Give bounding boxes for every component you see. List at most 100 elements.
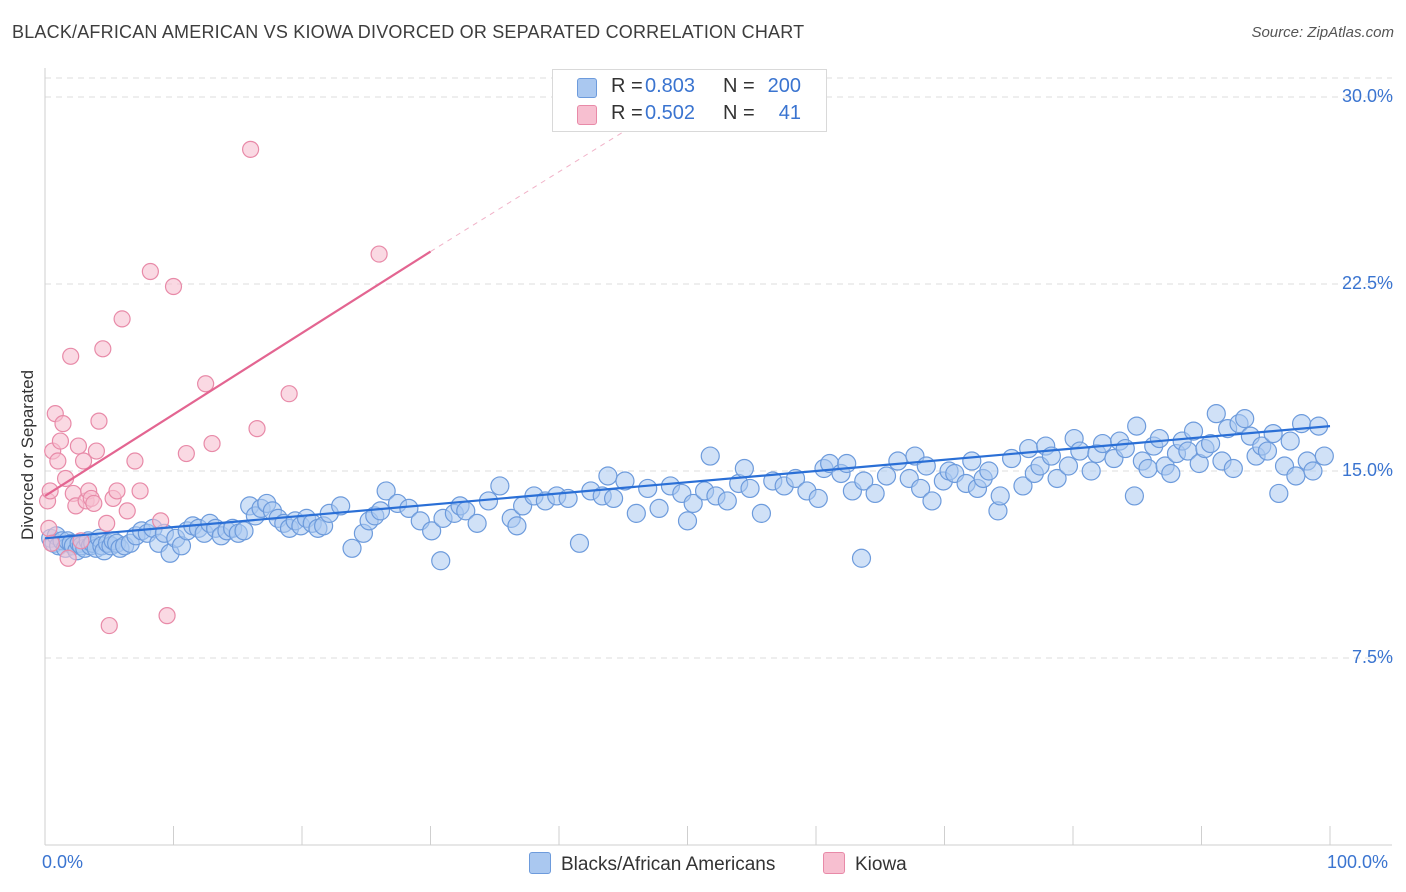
blue-point — [700, 446, 720, 466]
n-value: 200 — [767, 75, 801, 97]
blue-point — [888, 451, 908, 471]
y-tick-label: 30.0% — [1341, 86, 1393, 106]
pink-point — [118, 502, 136, 520]
pink-point — [90, 412, 108, 430]
correlation-legend: R = 0.803 N = 200 R = 0.502 N = 41 — [552, 69, 827, 132]
pink-point — [69, 437, 88, 455]
blue-point — [851, 548, 872, 568]
pink-point — [72, 532, 90, 550]
blue-point — [649, 498, 669, 518]
blue-point — [1183, 421, 1204, 441]
blue-point — [1019, 438, 1039, 459]
pink-trend-line — [44, 250, 432, 497]
kiowa-points — [38, 140, 388, 635]
pink-point — [126, 452, 144, 470]
blue-point — [1124, 486, 1145, 506]
blue-point — [876, 466, 897, 486]
r-label: R = — [611, 102, 643, 124]
blue-point — [717, 491, 737, 511]
pink-trend-extension — [430, 131, 624, 253]
blue-swatch — [529, 852, 551, 874]
blue-point — [370, 501, 391, 521]
blue-point — [751, 503, 772, 523]
axes — [44, 68, 1392, 846]
pink-swatch — [823, 852, 845, 874]
pink-point — [113, 310, 131, 328]
blue-point — [865, 483, 885, 504]
n-label: N = — [723, 75, 755, 97]
pink-point — [42, 534, 61, 552]
r-value: 0.502 — [645, 102, 696, 124]
pink-swatch — [577, 105, 597, 125]
pink-point — [158, 607, 176, 625]
x-tick-label-min: 0.0% — [42, 852, 84, 872]
blue-point — [1286, 466, 1306, 486]
pink-point — [141, 262, 159, 281]
blue-point — [1206, 404, 1226, 424]
pink-point — [40, 519, 58, 537]
y-axis-title: Divorced or Separated — [18, 369, 37, 541]
blue-point — [1149, 428, 1170, 449]
blue-point — [1257, 441, 1278, 461]
pink-point — [49, 452, 67, 470]
blue-point — [1235, 409, 1255, 429]
pink-point — [177, 444, 195, 463]
blue-point — [331, 496, 351, 516]
blue-point — [1092, 433, 1113, 454]
pink-point — [98, 514, 116, 532]
pink-point — [59, 549, 77, 567]
y-tick-label: 15.0% — [1341, 460, 1393, 480]
pink-point — [100, 616, 118, 635]
blue-point — [854, 471, 874, 491]
pink-point — [62, 347, 80, 365]
blue-point — [376, 481, 396, 501]
pink-point — [51, 432, 70, 450]
blue-point — [1047, 468, 1067, 489]
blue-point — [1269, 483, 1289, 504]
pink-point — [41, 482, 59, 500]
blue-point — [626, 503, 646, 523]
blue-point — [1001, 448, 1022, 469]
pink-point — [242, 140, 260, 158]
r-label: R = — [611, 75, 643, 97]
blue-point — [1200, 433, 1221, 454]
series-legend-pink: Kiowa — [823, 852, 907, 876]
blue-point — [1263, 424, 1283, 444]
blue-trend-line — [44, 425, 1331, 540]
blue-point — [740, 478, 760, 499]
blue-point — [962, 451, 982, 471]
pink-point — [131, 482, 149, 500]
pink-point — [152, 512, 170, 530]
blue-point — [234, 521, 254, 541]
pink-point — [203, 434, 221, 453]
y-tick-label: 7.5% — [1351, 647, 1393, 667]
blue-swatch — [577, 78, 597, 98]
blue-point — [1138, 458, 1158, 479]
chart-source: Source: ZipAtlas.com — [1251, 24, 1394, 41]
blue-point — [1280, 431, 1300, 451]
blue-point — [1223, 458, 1243, 479]
blue-point — [1115, 438, 1135, 459]
blue-point — [1314, 446, 1334, 466]
blue-point — [615, 471, 635, 491]
blue-point — [467, 513, 487, 533]
pink-point — [94, 340, 112, 358]
blue-point — [916, 456, 936, 476]
blue-point — [1013, 476, 1033, 496]
blacks-african-americans-points — [41, 404, 1334, 571]
blue-point — [638, 478, 658, 499]
pink-point — [74, 452, 93, 470]
blue-point — [1303, 461, 1323, 481]
pink-point — [164, 277, 183, 296]
r-value: 0.803 — [645, 75, 696, 97]
pink-point — [197, 375, 215, 393]
blue-point — [990, 486, 1010, 506]
blue-point — [1127, 416, 1147, 436]
blue-point — [1161, 463, 1181, 484]
blue-point — [507, 516, 527, 536]
pink-point — [370, 245, 388, 263]
series-name: Blacks/African Americans — [561, 854, 776, 875]
blue-point — [490, 476, 510, 496]
blue-point — [911, 478, 931, 499]
